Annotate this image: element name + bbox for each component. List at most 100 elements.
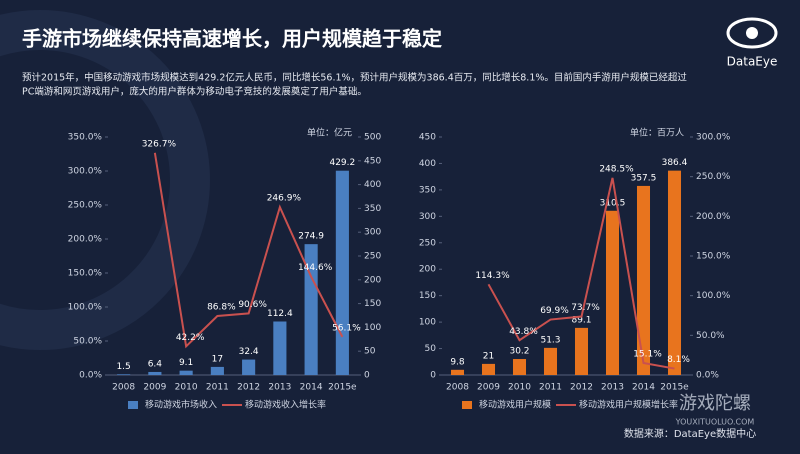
x-tick-label: 2008	[446, 383, 469, 393]
line	[487, 177, 675, 370]
bar	[605, 210, 620, 375]
y-tick-label: 250.0%	[68, 201, 103, 211]
y2-tick-label: 50	[364, 347, 376, 357]
y-tick-label: 150.0%	[68, 269, 103, 279]
y2-tick-label: 300	[364, 228, 381, 238]
bar-value-label: 386.4	[662, 158, 688, 168]
x-tick-label: 2008	[112, 383, 135, 393]
subtitle-line: 预计2015年，中国移动游戏市场规模达到429.2亿元人民币，同比增长56.1%…	[22, 72, 687, 84]
y-tick-label: 50	[425, 344, 437, 354]
x-tick-label: 2010	[508, 383, 531, 393]
bar-value-label: 6.4	[148, 359, 163, 369]
line-value-label: 144.6%	[298, 263, 333, 273]
x-tick-label: 2009	[477, 383, 500, 393]
x-tick-label: 2012	[237, 383, 260, 393]
y2-tick-label: 300.0%	[696, 133, 731, 143]
line-value-label: 43.8%	[509, 327, 538, 337]
bar-value-label: 112.4	[267, 309, 293, 319]
y-tick-label: 150	[419, 291, 436, 301]
legend-label: 移动游戏市场收入	[145, 399, 217, 411]
bar	[636, 185, 651, 375]
line-value-label: 86.8%	[207, 302, 236, 312]
line-value-label: 326.7%	[142, 139, 177, 149]
logo-text: DataEye	[727, 55, 778, 69]
bar-value-label: 17	[212, 354, 223, 364]
line-value-label: 248.5%	[599, 164, 634, 174]
bar	[210, 366, 224, 375]
y-tick-label: 200	[419, 265, 436, 275]
unit-label: 单位：百万人	[630, 127, 684, 139]
x-tick-label: 2011	[539, 383, 562, 393]
y2-tick-label: 200.0%	[696, 212, 731, 222]
bar	[148, 371, 162, 375]
line-value-label: 246.9%	[267, 194, 302, 204]
y2-tick-label: 500	[364, 133, 381, 143]
x-tick-label: 2014	[300, 383, 323, 393]
y-tick-label: 200.0%	[68, 235, 103, 245]
bar	[512, 359, 527, 375]
line-value-label: 56.1%	[332, 323, 361, 333]
y2-tick-label: 0.0%	[696, 371, 719, 381]
watermark: YOUXITUOLUO.COM	[675, 418, 755, 427]
x-tick-label: 2015e	[328, 383, 357, 393]
line	[153, 152, 344, 349]
bar-value-label: 32.4	[239, 347, 259, 357]
y2-tick-label: 150	[364, 299, 381, 309]
y-tick-label: 450	[419, 133, 436, 143]
y-tick-label: 400	[419, 159, 436, 169]
legend-swatch	[128, 401, 138, 409]
y2-tick-label: 150.0%	[696, 252, 731, 262]
bar-value-label: 429.2	[329, 158, 355, 168]
unit-label: 单位：亿元	[307, 127, 352, 139]
logo-icon	[726, 17, 778, 49]
line-value-label: 15.1%	[633, 350, 662, 360]
bar	[117, 374, 131, 375]
y-tick-label: 100.0%	[68, 303, 103, 313]
line-value-label: 114.3%	[475, 271, 510, 281]
bar	[242, 359, 256, 375]
bar-value-label: 9.1	[179, 358, 193, 368]
line-value-label: 8.1%	[667, 355, 690, 365]
legend-swatch	[462, 401, 472, 409]
y2-tick-label: 450	[364, 156, 381, 166]
bar-value-label: 274.9	[298, 232, 324, 242]
bar	[273, 321, 287, 375]
y2-tick-label: 0	[364, 371, 370, 381]
bar	[574, 327, 589, 375]
y-tick-label: 100	[419, 318, 436, 328]
y-tick-label: 350.0%	[68, 133, 103, 143]
y2-tick-label: 250.0%	[696, 172, 731, 182]
legend-label: 移动游戏收入增长率	[245, 399, 326, 411]
bar	[543, 347, 558, 375]
x-tick-label: 2010	[175, 383, 198, 393]
y2-tick-label: 350	[364, 204, 381, 214]
y2-tick-label: 250	[364, 252, 381, 262]
y-tick-label: 350	[419, 185, 436, 195]
bar	[179, 370, 193, 375]
y2-tick-label: 100	[364, 323, 381, 333]
y-tick-label: 250	[419, 238, 436, 248]
x-tick-label: 2009	[143, 383, 166, 393]
y-tick-label: 300.0%	[68, 167, 103, 177]
y-tick-label: 50.0%	[73, 337, 102, 347]
bar-value-label: 357.5	[631, 173, 657, 183]
line-value-label: 73.7%	[571, 303, 600, 313]
source: 数据来源：DataEye数据中心	[624, 427, 756, 440]
y2-tick-label: 400	[364, 180, 381, 190]
slide-title: 手游市场继续保持高速增长，用户规模趋于稳定	[22, 27, 442, 51]
x-tick-label: 2013	[268, 383, 291, 393]
bar	[304, 244, 318, 375]
x-tick-label: 2014	[632, 383, 655, 393]
y2-tick-label: 50.0%	[696, 331, 725, 341]
y2-tick-label: 100.0%	[696, 291, 731, 301]
bar-value-label: 30.2	[509, 347, 529, 357]
x-tick-label: 2011	[206, 383, 229, 393]
bar-value-label: 21	[483, 351, 494, 361]
bar-value-label: 1.5	[116, 362, 130, 372]
bar	[481, 363, 496, 375]
x-tick-label: 2015e	[660, 383, 689, 393]
bar-value-label: 51.3	[540, 335, 560, 345]
decor-ring	[0, 10, 210, 350]
bar	[667, 170, 682, 375]
subtitle-line: PC端游和网页游戏用户，庞大的用户群体为移动电子竞技的发展奠定了用户基础。	[22, 86, 367, 98]
